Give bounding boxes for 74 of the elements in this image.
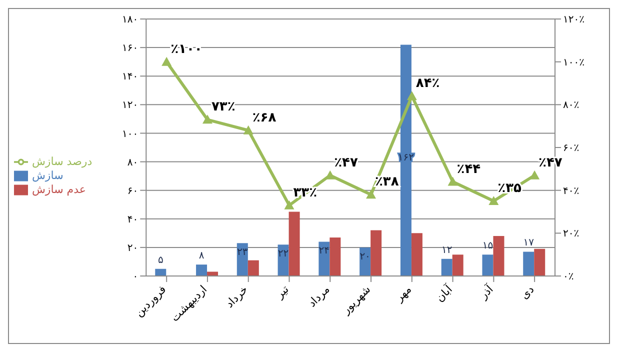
point <box>284 200 294 210</box>
x-tick-label: اردیبهشت <box>168 282 210 324</box>
y-tick-label: ۸۰ <box>127 157 138 168</box>
bar <box>441 258 452 276</box>
point <box>448 176 458 186</box>
point <box>162 56 172 66</box>
x-tick-label: مهر <box>392 282 414 305</box>
y-tick-label: ۱۲۰ <box>122 100 138 112</box>
data-label: ٪۱۰۰ <box>170 42 202 57</box>
legend-label: سازش <box>32 169 64 182</box>
y-tick-label: ۱۴۰ <box>122 72 138 83</box>
data-label: ۸۴٪ <box>416 76 440 92</box>
point <box>488 196 499 206</box>
bar <box>330 237 341 276</box>
bar <box>318 242 330 276</box>
y2-tick-label: ۰٪ <box>563 272 574 283</box>
bar <box>493 236 504 276</box>
point <box>202 114 212 124</box>
bar <box>278 244 289 276</box>
x-tick-label: تیر <box>272 282 292 302</box>
bar <box>236 243 248 276</box>
bar <box>360 247 371 276</box>
data-label: ۷۳٪ <box>211 100 236 115</box>
y-tick-label: ۱۶۰ <box>122 43 138 54</box>
y-tick-label: ۶۰ <box>127 186 138 197</box>
y2-tick-label: ۶۰٪ <box>563 143 580 154</box>
y2-tick-label: ۲۰٪ <box>563 228 580 240</box>
data-label: ۱۷ <box>523 238 535 249</box>
bar <box>370 230 382 276</box>
data-label: ۸ <box>198 250 205 262</box>
x-tick-label: آبان <box>432 282 456 305</box>
bar <box>411 233 422 276</box>
bar <box>523 252 534 276</box>
data-label: ٪۴۴ <box>456 162 481 177</box>
data-label: ۲۴ <box>318 246 330 257</box>
bar <box>400 44 412 276</box>
y2-tick-label: ۴۰٪ <box>563 186 580 197</box>
data-label: ۱۵ <box>482 240 494 252</box>
bar <box>534 248 546 276</box>
bar <box>155 268 166 276</box>
x-tick-label: شهریور <box>338 282 374 318</box>
bar <box>452 254 464 276</box>
bar <box>482 254 494 276</box>
bar <box>248 260 259 276</box>
bar <box>207 272 218 276</box>
data-label: ۲۳ <box>237 247 248 258</box>
data-label: ۱۲ <box>441 244 452 256</box>
data-label: ٪۶۸ <box>252 110 276 126</box>
y-tick-label: ۱۰۰ <box>122 128 138 140</box>
bar <box>288 212 300 276</box>
y2-tick-label: ۱۲۰٪ <box>563 14 584 26</box>
y2-tick-label: ۱۰۰٪ <box>563 57 584 68</box>
data-label: ۲۰ <box>360 251 370 262</box>
y-tick-label: ۰ <box>132 272 138 283</box>
y-tick-label: ۲۰ <box>127 242 138 254</box>
point <box>406 91 417 100</box>
x-tick-label: آذر <box>476 282 496 302</box>
point <box>530 170 540 180</box>
x-tick-label: مرداد <box>306 282 332 310</box>
data-label: ۲۲ <box>278 248 289 260</box>
data-label: ٪۴۷ <box>538 155 562 170</box>
y-tick-label: ۱۸۰ <box>122 14 138 26</box>
legend-label: عدم سازش <box>32 183 86 196</box>
y2-tick-label: ۸۰٪ <box>563 100 580 112</box>
x-tick-label: خرداد <box>223 282 250 310</box>
x-tick-label: دی <box>518 282 537 302</box>
bar <box>196 264 208 276</box>
y-tick-label: ۴۰ <box>127 214 138 226</box>
x-tick-label: فروردین <box>132 282 169 320</box>
point <box>243 125 254 134</box>
data-label: ٪۴۷ <box>334 155 358 170</box>
point <box>366 190 376 199</box>
data-label: ۵ <box>158 254 164 266</box>
legend-label: درصد سازش <box>32 155 92 168</box>
